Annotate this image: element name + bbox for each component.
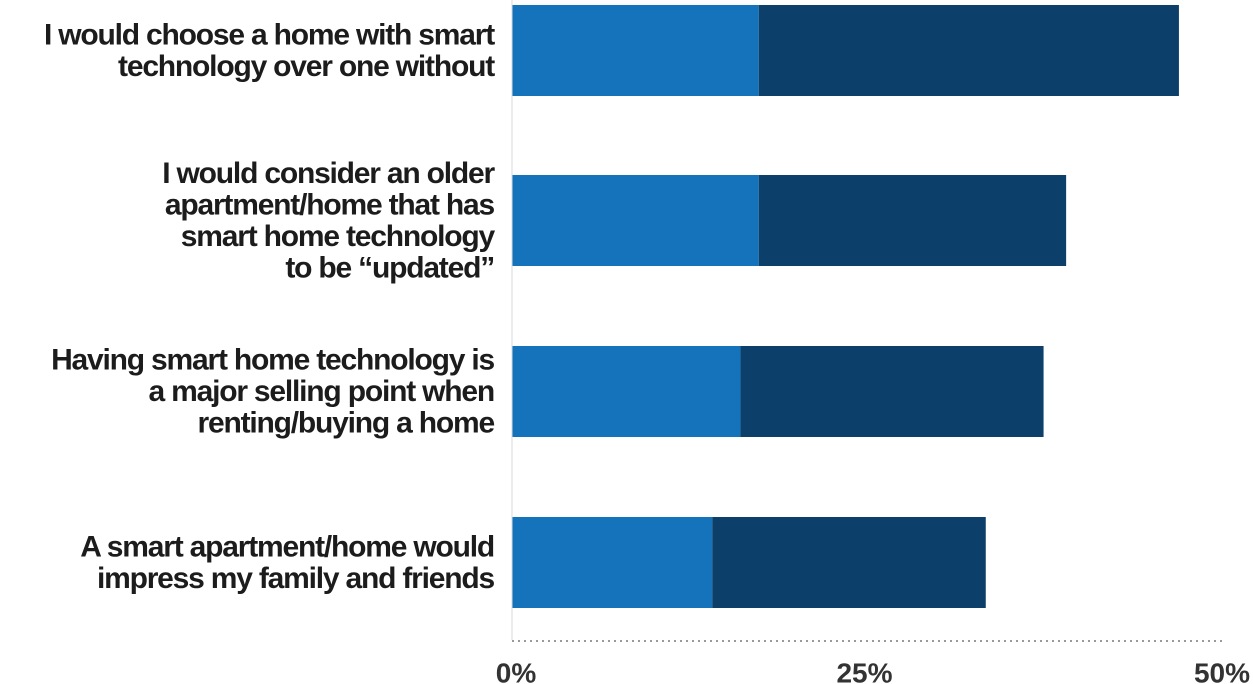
x-tick-label-2: 25% <box>836 658 892 684</box>
category-label-4-line-1: A smart apartment/home would <box>80 530 494 563</box>
bar-row-3-segment-1 <box>512 346 741 437</box>
category-label-4-line-2: impress my family and friends <box>97 562 495 595</box>
category-label-3-line-2: a major selling point when <box>148 375 494 408</box>
bar-row-1-segment-1 <box>512 5 759 96</box>
bar-row-3-segment-2 <box>740 346 1044 437</box>
bar-row-1-segment-2 <box>758 5 1179 96</box>
category-labels-group: I would choose a home with smarttechnolo… <box>44 18 497 595</box>
bar-row-2-segment-2 <box>758 175 1067 266</box>
bar-row-4-segment-1 <box>512 517 713 608</box>
category-label-2-line-3: smart home technology <box>181 220 496 253</box>
x-axis: 0% 25% 50% <box>496 0 1250 684</box>
bars-group <box>512 5 1179 608</box>
bar-row-2-segment-1 <box>512 175 759 266</box>
category-label-2-line-4: to be “updated” <box>285 251 494 284</box>
category-label-3-line-1: Having smart home technology is <box>51 344 494 377</box>
category-label-2-line-1: I would consider an older <box>162 157 495 190</box>
category-label-2-line-2: apartment/home that has <box>165 188 495 221</box>
x-tick-label-3: 50% <box>1194 658 1250 684</box>
category-label-1-line-2: technology over one without <box>118 50 495 83</box>
bar-row-4-segment-2 <box>712 517 986 608</box>
category-label-1-line-1: I would choose a home with smart <box>44 18 495 51</box>
category-label-3-line-3: renting/buying a home <box>198 407 495 440</box>
x-tick-label-1: 0% <box>496 658 537 684</box>
